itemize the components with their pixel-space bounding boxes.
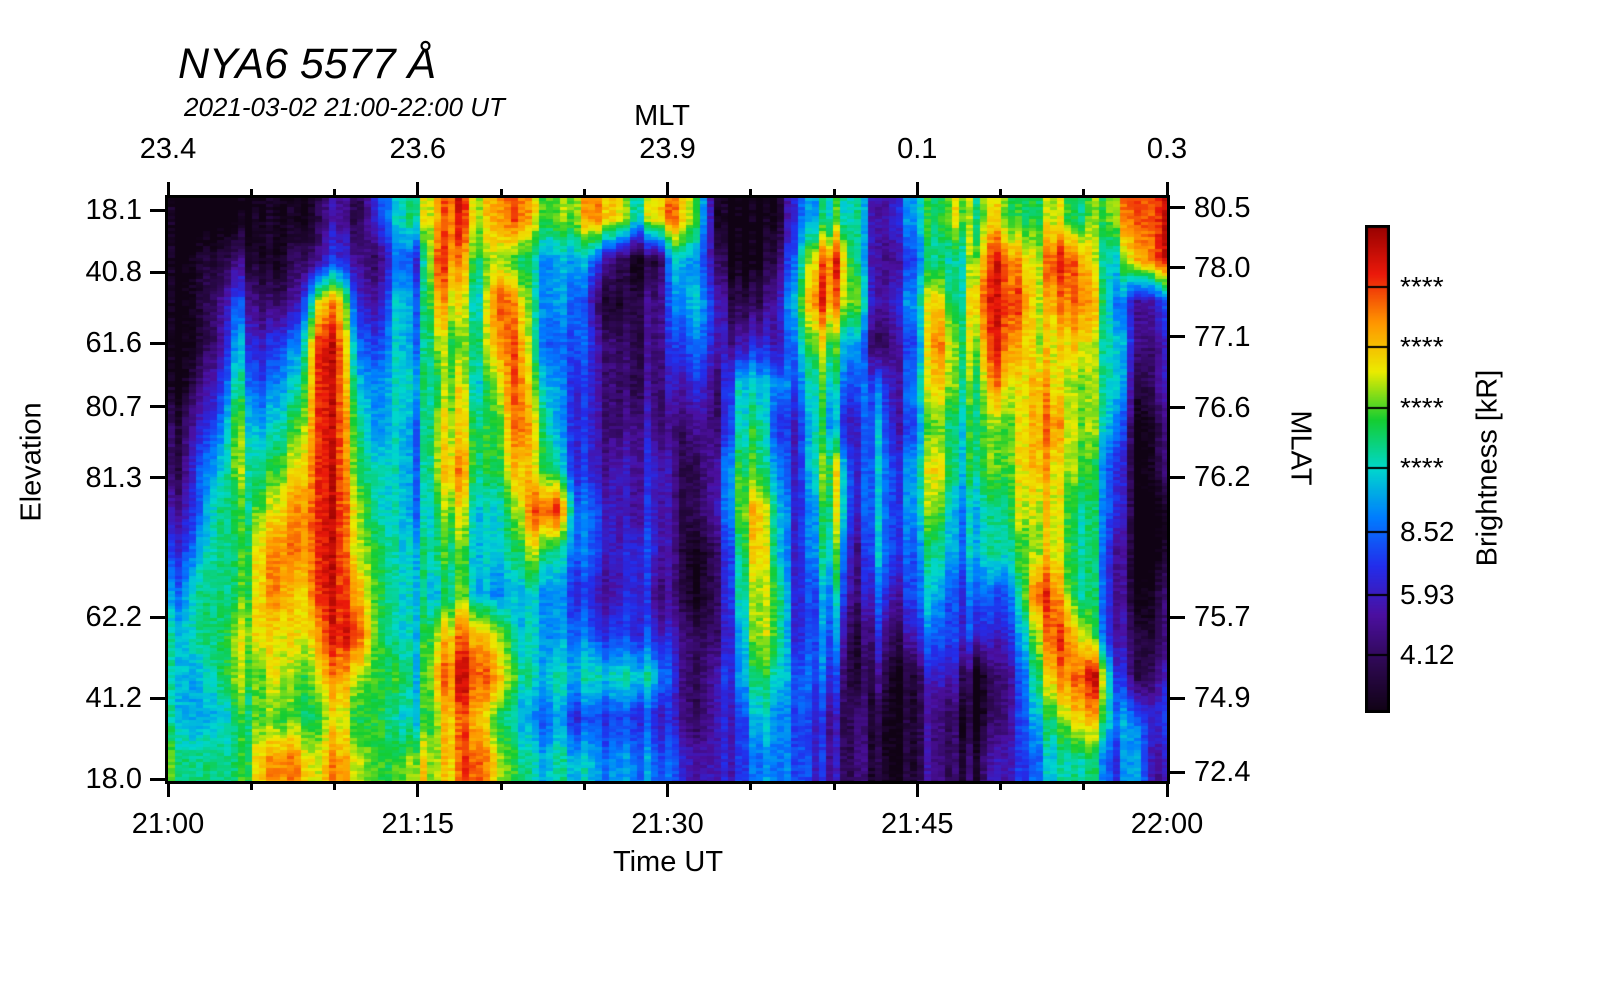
right-tick-label: 76.2 <box>1194 461 1251 494</box>
right-tick-label: 72.4 <box>1194 756 1251 789</box>
bottom-tick-label: 21:45 <box>880 808 954 840</box>
right-axis-tick <box>1167 615 1185 619</box>
right-tick-label: 74.9 <box>1194 682 1251 715</box>
left-tick-label: 80.7 <box>85 390 142 423</box>
left-axis-tick <box>150 208 168 212</box>
right-tick-label: 80.5 <box>1194 191 1251 224</box>
chart-title: NYA6 5577 Å <box>178 40 437 88</box>
colorbar-tick-label: 4.12 <box>1400 638 1455 670</box>
right-tick-label: 76.6 <box>1194 391 1251 424</box>
bottom-tick-label: 21:30 <box>631 808 704 840</box>
top-axis-tick <box>915 182 919 198</box>
left-tick-label: 61.6 <box>85 327 142 360</box>
top-axis-tick <box>999 189 1002 198</box>
left-axis-tick <box>150 696 168 700</box>
top-axis-tick <box>249 189 253 198</box>
top-axis-tick <box>1082 189 1086 198</box>
top-axis-tick <box>666 182 669 198</box>
left-tick-label: 62.2 <box>85 601 142 634</box>
left-tick-label: 81.3 <box>85 461 142 494</box>
top-axis-tick <box>499 189 503 198</box>
top-tick-label: 23.9 <box>639 133 696 165</box>
top-axis-tick <box>166 182 170 198</box>
keogram-heatmap-canvas <box>168 198 1167 781</box>
colorbar-tick-label: **** <box>1400 452 1444 484</box>
left-tick-label: 18.0 <box>85 763 142 796</box>
bottom-axis-tick <box>499 781 503 790</box>
top-tick-label: 23.4 <box>139 133 197 165</box>
right-axis-tick <box>1167 206 1185 210</box>
colorbar-tick-label: **** <box>1400 331 1444 362</box>
top-tick-label: 23.6 <box>389 133 446 165</box>
colorbar-tick-label: 5.93 <box>1400 578 1455 610</box>
left-tick-label: 40.8 <box>85 256 142 289</box>
bottom-axis-tick <box>749 781 753 790</box>
right-axis-tick <box>1167 335 1185 339</box>
bottom-axis-label: Time UT <box>612 846 724 878</box>
left-axis-tick <box>150 405 168 409</box>
bottom-axis-tick <box>999 781 1002 790</box>
top-axis-tick <box>416 182 420 198</box>
top-axis-tick <box>1165 182 1169 198</box>
bottom-axis-tick <box>249 781 253 790</box>
right-tick-label: 77.1 <box>1194 320 1251 353</box>
colorbar-tick-label: **** <box>1400 392 1444 423</box>
left-axis-tick <box>150 270 168 274</box>
top-axis-tick <box>582 189 586 198</box>
right-tick-label: 78.0 <box>1194 251 1251 284</box>
left-axis-tick <box>150 777 168 781</box>
bottom-axis-tick <box>333 781 336 790</box>
left-axis-tick <box>150 476 168 480</box>
top-tick-label: 0.1 <box>897 133 938 165</box>
bottom-axis-tick <box>582 781 586 790</box>
bottom-axis-tick <box>832 781 836 790</box>
left-tick-label: 41.2 <box>85 682 142 715</box>
top-axis-tick <box>749 189 753 198</box>
bottom-axis-tick <box>666 781 669 797</box>
colorbar-tick-label: **** <box>1400 270 1444 302</box>
bottom-tick-label: 22:00 <box>1130 808 1204 840</box>
bottom-axis-tick <box>166 781 170 797</box>
top-tick-label: 0.3 <box>1146 133 1188 165</box>
bottom-tick-label: 21:15 <box>381 808 455 840</box>
bottom-axis-tick <box>1165 781 1169 797</box>
left-axis-tick <box>150 341 168 345</box>
top-axis-tick <box>333 189 336 198</box>
bottom-tick-label: 21:00 <box>131 808 205 840</box>
right-axis-tick <box>1167 696 1185 700</box>
right-tick-label: 75.7 <box>1194 601 1251 634</box>
bottom-axis-tick <box>915 781 919 797</box>
top-axis-label: MLT <box>634 100 690 132</box>
bottom-axis-tick <box>1082 781 1086 790</box>
bottom-axis-tick <box>416 781 420 797</box>
colorbar-canvas <box>1365 225 1390 713</box>
left-axis-tick <box>150 615 168 619</box>
right-axis-tick <box>1167 266 1185 270</box>
chart-subtitle: 2021-03-02 21:00-22:00 UT <box>184 92 505 122</box>
left-tick-label: 18.1 <box>85 194 142 227</box>
right-axis-tick <box>1167 475 1185 479</box>
top-axis-tick <box>832 189 836 198</box>
colorbar-tick-label: 8.52 <box>1400 515 1455 547</box>
right-axis-tick <box>1167 770 1185 774</box>
right-axis-tick <box>1167 406 1185 410</box>
